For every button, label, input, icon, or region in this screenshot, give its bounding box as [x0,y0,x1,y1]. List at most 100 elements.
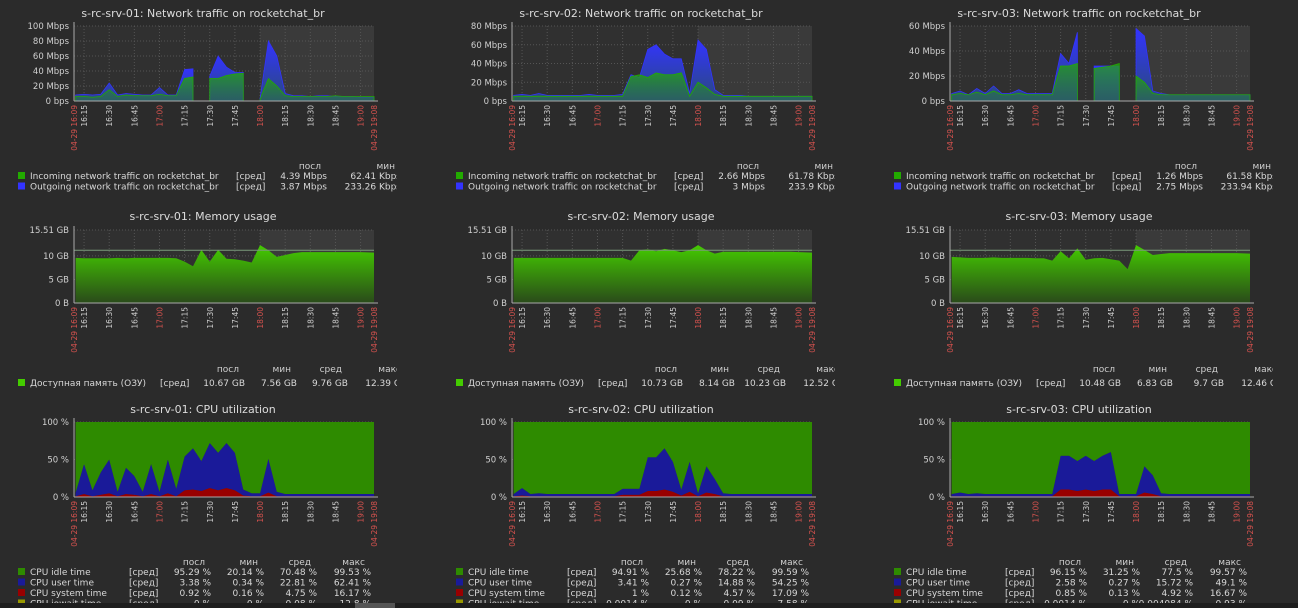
x-tick-label: 17:00 [1031,501,1040,523]
legend-series-name: CPU idle time [30,568,91,578]
legend-value-min: 31.25 % [1103,568,1141,578]
legend-function: [сред] [1005,568,1034,578]
x-tick-label: 16:15 [518,501,527,523]
legend-value-last: 3.38 % [180,579,212,589]
scrollbar-thumb[interactable] [355,603,395,608]
x-tick-label: 17:00 [593,105,602,127]
y-tick-label: 100 % [480,418,507,428]
x-tick-label: 19:00 [795,501,804,523]
chart-title: s-rc-srv-03: Network traffic on rocketch… [957,7,1201,20]
legend-series-name: Доступная память (ОЗУ) [906,379,1022,389]
legend-series-name: CPU idle time [468,568,529,578]
legend-header-last: посл [1059,558,1081,568]
legend-value-last: 1.26 Mbps [1156,172,1203,182]
legend-value-avg: 9.76 GB [312,379,348,389]
y-tick-label: 0 % [53,493,69,503]
cpu-system-time-area [513,489,812,497]
legend-header-min: мин [677,558,696,568]
legend-value-min: 7.56 GB [261,379,297,389]
legend-value-last: 2.75 Mbps [1156,183,1203,193]
legend-color-swatch [456,578,463,586]
chart-title: s-rc-srv-03: CPU utilization [1006,403,1152,416]
chart-title: s-rc-srv-03: Memory usage [1005,210,1152,223]
network-chart[interactable]: s-rc-srv-01: Network traffic on rocketch… [0,0,397,212]
y-tick-label: 0 B [493,299,507,309]
legend-value-last: 0.85 % [1056,589,1088,599]
x-start-label: 04-29 16:09 [946,501,955,547]
legend-value-avg: 4.75 % [286,589,318,599]
legend-value-max: 99.59 % [772,568,810,578]
x-tick-label: 17:00 [155,105,164,127]
legend-header-min: мин [1148,365,1167,375]
legend-value-max: 99.53 % [334,568,372,578]
legend-color-swatch [18,578,25,586]
x-tick-label: 16:45 [130,307,139,329]
legend-value-last: 10.48 GB [1079,379,1121,389]
legend-value-min: 0.27 % [671,579,703,589]
memory-chart[interactable]: s-rc-srv-02: Memory usage 0 B 5 GB 10 GB 15.… [438,203,835,415]
x-tick-label: 16:15 [956,105,965,127]
memory-chart[interactable]: s-rc-srv-01: Memory usage 0 B 5 GB 10 GB 15.… [0,203,397,415]
x-end-label: 04-29 19:08 [370,501,379,547]
x-tick-label: 17:00 [155,307,164,329]
legend-function: [сред] [598,379,627,389]
legend-value-min: 233.26 Kbps [345,183,397,193]
y-tick-label: 10 GB [43,252,69,262]
legend-function: [сред] [129,579,158,589]
legend-value-avg: 14.88 % [718,579,756,589]
y-tick-label: 0 % [929,493,945,503]
legend-value-avg: 70.48 % [280,568,318,578]
legend-series-name: CPU user time [30,579,94,589]
legend-function: [сред] [674,172,703,182]
y-tick-label: 0 bps [922,97,946,107]
legend-value-last: 1 % [632,589,650,599]
x-start-label: 04-29 16:09 [508,307,517,353]
x-tick-label: 18:00 [694,105,703,127]
legend-value-min: 8.14 GB [699,379,735,389]
x-tick-label: 18:00 [694,501,703,523]
x-tick-label: 18:00 [1132,307,1141,329]
y-tick-label: 5 GB [48,275,69,285]
network-chart[interactable]: s-rc-srv-02: Network traffic on rocketch… [438,0,835,212]
cpu-chart[interactable]: s-rc-srv-01: CPU utilization 0 % 50 % 100 %… [0,396,397,608]
legend-header-avg: сред [1196,365,1218,375]
x-tick-label: 18:45 [331,501,340,523]
x-tick-label: 17:15 [1057,105,1066,127]
legend-function: [сред] [674,183,703,193]
x-tick-label: 16:30 [543,307,552,329]
x-tick-label: 18:15 [281,307,290,329]
x-tick-label: 18:45 [331,307,340,329]
cpu-idle-time-area [75,422,375,494]
x-tick-label: 17:30 [1082,105,1091,127]
x-tick-label: 18:00 [256,105,265,127]
x-tick-label: 18:15 [719,105,728,127]
incoming-traffic-area [1135,75,1251,102]
incoming-traffic-area [209,72,244,102]
x-tick-label: 18:30 [744,307,753,329]
legend-header-min: мин [1252,162,1271,172]
legend-color-swatch [894,568,901,575]
cpu-graph-panel: s-rc-srv-03: CPU utilization 0 % 50 % 100 %… [876,396,1273,608]
incoming-traffic-area [259,77,375,102]
x-start-label: 04-29 16:09 [946,105,955,151]
y-tick-label: 10 GB [481,252,507,262]
cpu-chart[interactable]: s-rc-srv-02: CPU utilization 0 % 50 % 100 %… [438,396,835,608]
y-tick-label: 0 B [55,299,69,309]
legend-value-avg: 77.5 % [1162,568,1194,578]
legend-value-avg: 78.22 % [718,568,756,578]
legend-series-name: CPU user time [906,579,970,589]
legend-value-last: 2.66 Mbps [718,172,765,182]
chart-title: s-rc-srv-02: CPU utilization [568,403,714,416]
legend-header-max: макс [780,558,803,568]
memory-chart[interactable]: s-rc-srv-03: Memory usage 0 B 5 GB 10 GB 15.… [876,203,1273,415]
x-tick-label: 17:45 [669,501,678,523]
network-chart[interactable]: s-rc-srv-03: Network traffic on rocketch… [876,0,1273,212]
y-tick-label: 20 Mbps [33,82,70,92]
legend-value-min: 6.83 GB [1137,379,1173,389]
horizontal-scrollbar[interactable] [0,603,1298,608]
cpu-chart[interactable]: s-rc-srv-03: CPU utilization 0 % 50 % 100 %… [876,396,1273,608]
x-tick-label: 19:00 [1233,501,1242,523]
y-tick-label: 40 Mbps [909,47,946,57]
x-start-label: 04-29 16:09 [70,307,79,353]
y-tick-label: 60 Mbps [471,41,508,51]
